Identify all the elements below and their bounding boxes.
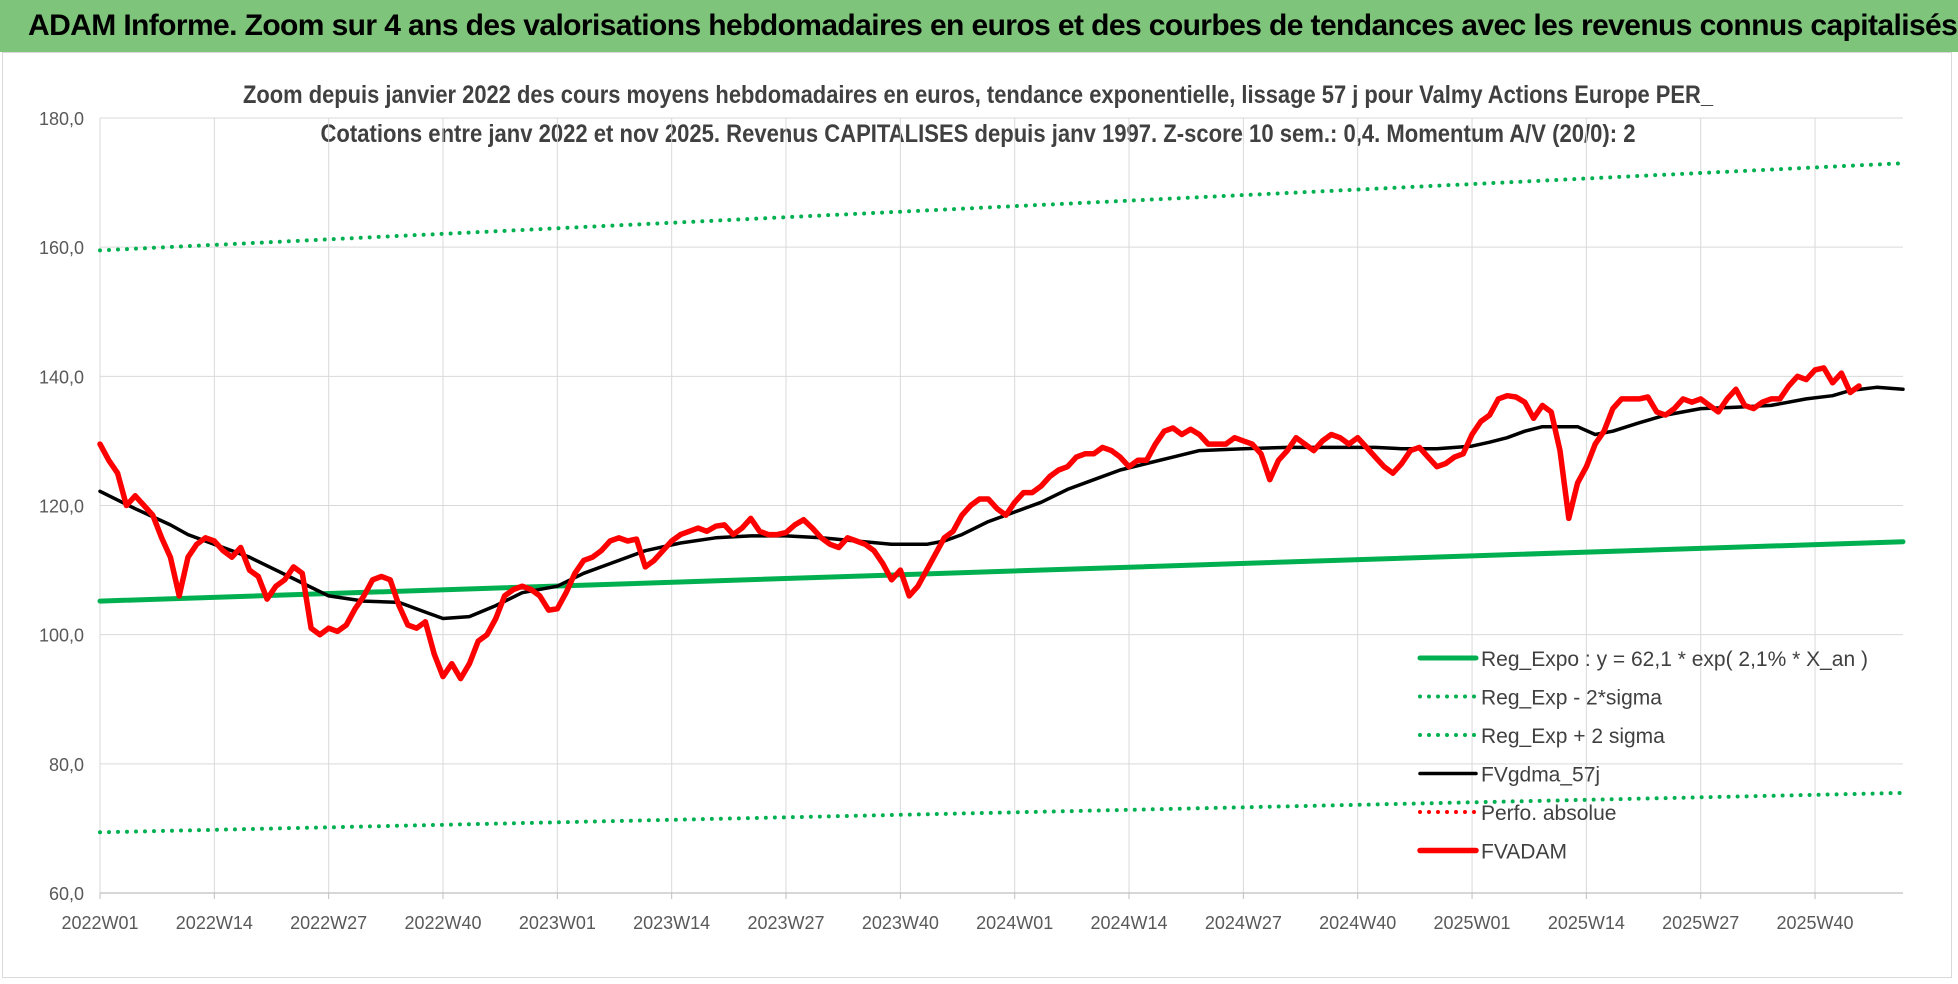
x-tick-label: 2025W01 [1434,913,1511,933]
grid-lines [99,117,1903,894]
x-tick-label: 2023W01 [519,913,596,933]
x-tick-label: 2024W14 [1090,913,1167,933]
x-tick-label: 2022W01 [61,913,138,933]
y-tick-label: 80,0 [49,755,84,775]
chart-subtitle: Cotations entre janv 2022 et nov 2025. R… [321,120,1636,148]
series-line-fvadam [97,365,1862,682]
legend-entry: Reg_Expo : y = 62,1 * exp( 2,1% * X_an ) [1417,648,1868,671]
legend-entry: FVgdma_57j [1418,764,1600,787]
legend-entry: Reg_Exp + 2 sigma [1418,725,1665,748]
y-tick-label: 100,0 [39,626,84,646]
legend-label: Reg_Exp - 2*sigma [1481,687,1662,710]
series-line-fvgdma-57j [98,385,1905,621]
x-tick-label: 2023W40 [862,913,939,933]
legend-entry: Perfo. absolue [1418,802,1616,825]
chart-frame [2,52,1952,978]
y-tick-label: 160,0 [39,238,84,258]
legend: Reg_Expo : y = 62,1 * exp( 2,1% * X_an )… [1417,648,1868,864]
y-tick-label: 60,0 [49,884,84,904]
report-banner: ADAM Informe. Zoom sur 4 ans des valoris… [0,0,1958,52]
axes: 60,0 80,0 100,0 120,0 140,0 160,0 180,0 2022W01… [39,109,1903,933]
legend-label: FVADAM [1481,841,1567,864]
legend-label: Reg_Exp + 2 sigma [1481,725,1665,748]
series-group [97,161,1906,835]
x-tick-label: 2023W27 [747,913,824,933]
x-tick-label: 2025W27 [1662,913,1739,933]
chart-title: Zoom depuis janvier 2022 des cours moyen… [243,81,1714,109]
banner-title: ADAM Informe. Zoom sur 4 ans des valoris… [28,9,1958,42]
legend-label: Reg_Expo : y = 62,1 * exp( 2,1% * X_an ) [1481,648,1868,671]
series-line-reg-expo-y-62-1-exp-2-1-x-an [97,539,1906,604]
x-tick-label: 2024W01 [976,913,1053,933]
x-tick-label: 2022W40 [404,913,481,933]
x-tick-label: 2023W14 [633,913,710,933]
legend-entry: FVADAM [1417,841,1567,864]
legend-label: FVgdma_57j [1481,764,1600,787]
x-tick-label: 2024W27 [1205,913,1282,933]
x-tick-label: 2022W27 [290,913,367,933]
x-tick-label: 2025W14 [1548,913,1625,933]
series-line-reg-exp-2-sigma [98,161,1905,253]
legend-label: Perfo. absolue [1481,802,1616,825]
x-tick-label: 2024W40 [1319,913,1396,933]
legend-entry: Reg_Exp - 2*sigma [1418,687,1662,710]
x-tick-label: 2025W40 [1777,913,1854,933]
y-tick-label: 180,0 [39,109,84,129]
series-line-reg-exp-2-sigma [98,790,1905,835]
y-tick-label: 140,0 [39,367,84,387]
y-tick-label: 120,0 [39,497,84,517]
x-tick-label: 2022W14 [176,913,253,933]
